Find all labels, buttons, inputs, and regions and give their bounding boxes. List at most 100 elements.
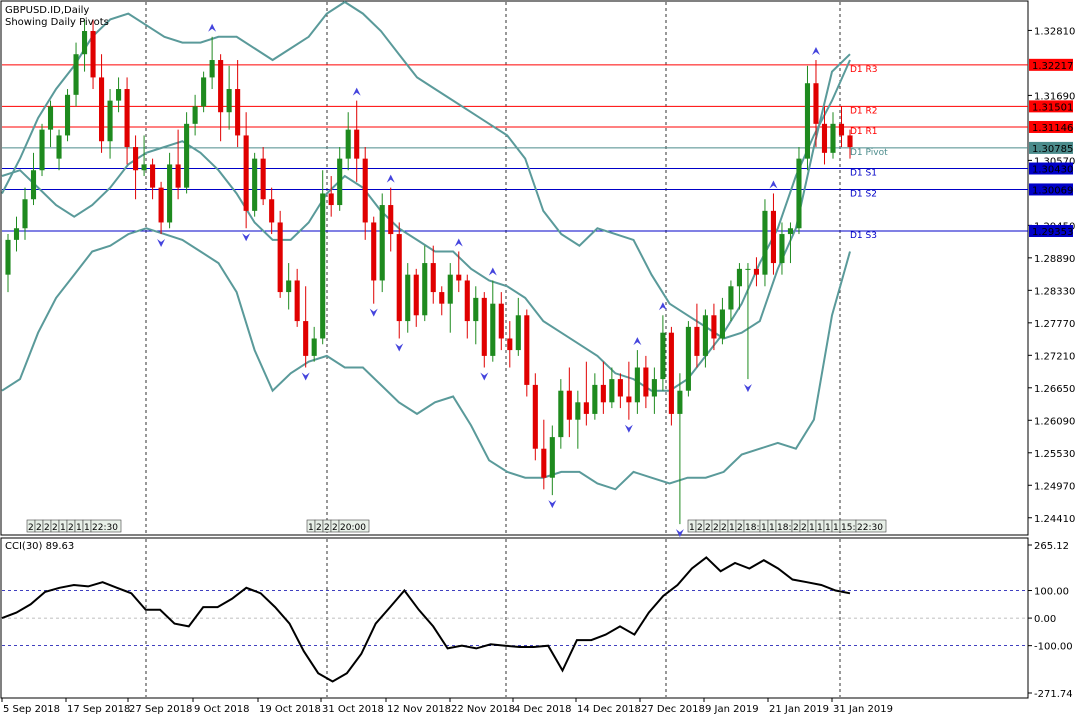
time-tag-text: 15: bbox=[841, 523, 855, 533]
time-tag-text: 1 bbox=[817, 523, 823, 533]
candle-body bbox=[575, 402, 581, 420]
indicator-subtitle: Showing Daily Pivots bbox=[5, 17, 109, 28]
bollinger-lower-band bbox=[1, 227, 851, 491]
time-tag-text: 1 bbox=[308, 523, 314, 533]
candle-body bbox=[600, 384, 606, 403]
candle-body bbox=[702, 315, 708, 356]
fractal-down-arrow bbox=[242, 233, 251, 242]
candle-body bbox=[362, 158, 368, 223]
fractal-up-arrow bbox=[352, 87, 361, 96]
fractal-up-arrow bbox=[454, 238, 463, 247]
pivot-price-tags: 1.32217 1.31501 1.31146 1.30785 1.30430 1.300… bbox=[1029, 58, 1073, 238]
pivot-name-label: D1 R3 bbox=[850, 65, 878, 75]
time-tag-box bbox=[338, 519, 370, 533]
candle-body bbox=[30, 170, 37, 200]
candle-body bbox=[481, 297, 487, 356]
candle-body bbox=[787, 228, 794, 235]
time-tag-text: 2 bbox=[737, 523, 743, 533]
candle-body bbox=[175, 164, 181, 188]
fractal-down-arrow bbox=[395, 343, 404, 352]
candle-body bbox=[549, 437, 555, 478]
candle-body bbox=[473, 297, 479, 322]
candle-body bbox=[430, 263, 436, 293]
fractal-down-arrow bbox=[157, 239, 166, 248]
candle-body bbox=[762, 210, 768, 275]
pivot-name-label: D1 R2 bbox=[850, 106, 878, 116]
pivot-price-tag-text: 1.31146 bbox=[1032, 123, 1073, 134]
candle-body bbox=[558, 390, 564, 438]
candle-body bbox=[498, 303, 504, 339]
candle-body bbox=[277, 222, 283, 293]
time-tag-text: 1 bbox=[729, 523, 735, 533]
pivot-price-tag-text: 1.29353 bbox=[1032, 227, 1073, 238]
candle-body bbox=[150, 164, 156, 188]
candle-body bbox=[107, 100, 113, 142]
candle-body bbox=[235, 89, 241, 136]
cci-tick-label: 100.00 bbox=[1034, 587, 1069, 598]
date-tick-label: 4 Dec 2018 bbox=[514, 704, 572, 715]
date-tick-label: 9 Oct 2018 bbox=[194, 704, 249, 715]
candle-body bbox=[260, 158, 266, 200]
candle-body bbox=[396, 234, 402, 322]
date-tick-label: 14 Dec 2018 bbox=[577, 704, 641, 715]
time-tag-text: 2 bbox=[721, 523, 727, 533]
candle-body bbox=[56, 135, 62, 159]
time-tag-text: 18: bbox=[777, 523, 791, 533]
candle-body bbox=[99, 77, 105, 142]
pivot-price-tag bbox=[1029, 120, 1073, 133]
candle-body bbox=[617, 379, 623, 397]
candle-body bbox=[90, 31, 96, 78]
candle-body bbox=[439, 292, 445, 304]
candle-body bbox=[39, 129, 45, 171]
candle-body bbox=[541, 448, 547, 478]
candle-body bbox=[745, 268, 751, 270]
fractal-down-arrow bbox=[743, 384, 752, 393]
cci-line bbox=[1, 556, 851, 683]
pivot-price-tag bbox=[1029, 162, 1073, 175]
candle-body bbox=[532, 384, 538, 449]
candle-body bbox=[13, 228, 20, 240]
time-tag-text: 2 bbox=[36, 523, 42, 533]
time-tag-text: 2 bbox=[332, 523, 338, 533]
candle-body bbox=[405, 274, 411, 322]
candlesticks bbox=[5, 19, 853, 525]
time-tag-text: 22:30 bbox=[92, 523, 118, 533]
candle-body bbox=[286, 280, 292, 293]
candle-body bbox=[252, 158, 258, 211]
time-tag-text: 2 bbox=[324, 523, 330, 533]
candle-body bbox=[133, 147, 139, 171]
candle-body bbox=[64, 94, 71, 136]
date-tick-label: 21 Jan 2019 bbox=[769, 704, 829, 715]
pivot-name-label: D1 R1 bbox=[850, 127, 878, 137]
price-tick-label: 1.27770 bbox=[1034, 319, 1075, 330]
candle-body bbox=[694, 326, 700, 356]
time-tag-box bbox=[90, 519, 122, 533]
candle-body bbox=[47, 106, 54, 130]
bollinger-bands bbox=[1, 0, 851, 491]
candle-body bbox=[303, 321, 309, 356]
candle-body bbox=[728, 286, 734, 310]
candle-body bbox=[804, 83, 811, 159]
time-tag-text: 2 bbox=[68, 523, 74, 533]
candle-body bbox=[345, 129, 351, 159]
time-tag-text: 1 bbox=[833, 523, 839, 533]
candle-body bbox=[821, 123, 828, 153]
time-tag-text: 1 bbox=[825, 523, 831, 533]
candle-body bbox=[779, 234, 785, 264]
bollinger-upper-band bbox=[1, 0, 851, 340]
time-tag-text: 2 bbox=[52, 523, 58, 533]
price-tick-label: 1.30570 bbox=[1034, 156, 1075, 167]
candle-body bbox=[22, 199, 28, 229]
candle-body bbox=[524, 315, 530, 385]
candle-body bbox=[320, 193, 326, 339]
fractal-down-arrow bbox=[369, 308, 378, 317]
fractal-arrows bbox=[157, 23, 820, 538]
date-tick-label: 17 Sep 2018 bbox=[67, 704, 130, 715]
cci-indicator: 265.12 100.00 0.00 -100.00 -271.74 bbox=[1, 541, 1073, 700]
pivot-price-tag bbox=[1029, 183, 1073, 196]
price-tick-label: 1.28890 bbox=[1034, 254, 1075, 265]
time-tag-rows: 2 2 2 2 1 2 1 1 22:30 1 2 2 2 20:00 1 2 2 2 2 1 2 18: 1 1 18: 2 2 1… bbox=[26, 519, 887, 533]
date-tick-label: 12 Nov 2018 bbox=[387, 704, 451, 715]
